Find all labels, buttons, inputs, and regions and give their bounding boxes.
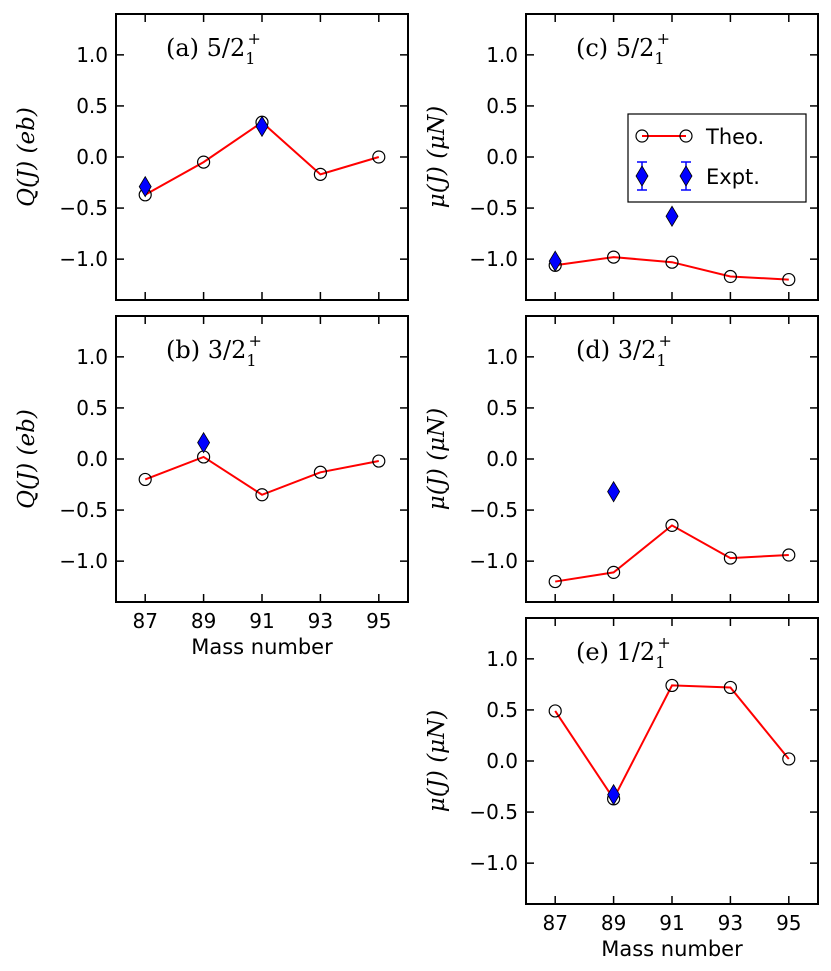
expt-point xyxy=(138,175,152,198)
theo-point xyxy=(723,551,738,565)
y-tick-label: 1.0 xyxy=(486,43,518,67)
theo-point xyxy=(313,465,327,479)
panel-label: (c) 5/21+ xyxy=(576,29,670,68)
y-tick-label: −1.0 xyxy=(469,247,518,271)
y-tick-label: 0.5 xyxy=(76,94,108,118)
theo-point xyxy=(782,548,796,562)
y-tick-label: 0.0 xyxy=(76,447,108,471)
theo-point xyxy=(606,250,621,264)
panel-label: (a) 5/21+ xyxy=(166,29,261,68)
y-tick-label: −1.0 xyxy=(59,247,108,271)
theo-point xyxy=(313,167,327,181)
y-tick-label: 0.5 xyxy=(486,94,518,118)
y-tick-label: 0.5 xyxy=(486,396,518,420)
y-tick-label: −1.0 xyxy=(59,549,108,573)
theo-point xyxy=(723,680,738,695)
y-tick-label: 0.5 xyxy=(486,698,518,722)
y-tick-label: 0.5 xyxy=(76,396,108,420)
theo-line xyxy=(144,455,379,496)
x-tick-label: 89 xyxy=(601,911,626,935)
y-tick-label: −0.5 xyxy=(469,498,518,522)
y-tick-label: 1.0 xyxy=(76,43,108,67)
x-tick-label: 89 xyxy=(191,609,216,633)
theo-point xyxy=(665,518,679,532)
expt-point xyxy=(197,431,211,454)
theo-point xyxy=(723,269,738,284)
legend-box xyxy=(627,113,807,203)
theo-point xyxy=(782,752,796,766)
y-tick-label: −1.0 xyxy=(469,851,518,875)
legend-theo-label: Theo. xyxy=(705,125,764,149)
theo-point xyxy=(606,565,621,579)
y-tick-label: 0.0 xyxy=(486,145,518,169)
expt-point xyxy=(255,115,269,138)
y-axis-label: μ(J) (μN) xyxy=(424,408,450,510)
plot-frame xyxy=(115,315,409,603)
plot-frame xyxy=(115,13,409,301)
x-axis-label: Mass number xyxy=(601,937,743,961)
panel-c: 1.0 0.5 0.0 −0.5 −1.0 μ(J) (μN) (c) 5/21+ Theo.… xyxy=(424,13,819,301)
panel-label: (d) 3/21+ xyxy=(576,331,672,370)
y-tick-label: 0.0 xyxy=(486,749,518,773)
x-tick-label: 95 xyxy=(366,609,391,633)
theo-line xyxy=(555,256,789,281)
theo-line xyxy=(555,524,789,583)
y-tick-label: 0.0 xyxy=(76,145,108,169)
theo-point xyxy=(665,255,679,269)
y-tick-label: −0.5 xyxy=(469,196,518,220)
x-tick-label: 93 xyxy=(308,609,333,633)
y-tick-label: −0.5 xyxy=(59,498,108,522)
y-axis-label: μ(J) (μN) xyxy=(424,106,450,208)
panel-a: 1.0 0.5 0.0 −0.5 −1.0 Q(J) (eb) (a) 5/21+ xyxy=(14,13,409,301)
y-axis-label: μ(J) (μN) xyxy=(424,710,450,812)
panel-d: 1.0 0.5 0.0 −0.5 −1.0 μ(J) (μN) (d) 3/21+ xyxy=(424,315,819,603)
plot-frame xyxy=(525,315,819,603)
x-axis-label: Mass number xyxy=(191,635,333,659)
theo-point xyxy=(782,272,796,287)
y-tick-label: 0.0 xyxy=(486,447,518,471)
theo-point xyxy=(197,155,211,169)
x-tick-label: 91 xyxy=(659,911,684,935)
y-tick-label: −0.5 xyxy=(469,800,518,824)
expt-point xyxy=(548,250,562,272)
x-tick-label: 91 xyxy=(249,609,274,633)
y-axis-label: Q(J) (eb) xyxy=(14,409,40,509)
expt-point xyxy=(665,205,679,228)
theo-point xyxy=(548,574,562,589)
theo-point xyxy=(255,488,269,502)
expt-point xyxy=(607,783,621,806)
x-tick-label: 93 xyxy=(718,911,743,935)
theo-point xyxy=(372,454,386,468)
x-tick-label: 95 xyxy=(776,911,801,935)
theo-point xyxy=(665,678,679,693)
theo-point xyxy=(138,472,152,487)
plot-frame xyxy=(525,617,819,905)
theo-point xyxy=(548,704,562,718)
theo-line xyxy=(554,684,790,801)
y-axis-label: Q(J) (eb) xyxy=(14,107,40,207)
y-tick-label: 1.0 xyxy=(76,345,108,369)
y-tick-label: −0.5 xyxy=(59,196,108,220)
x-tick-label: 87 xyxy=(542,911,567,935)
panel-e: 1.0 0.5 0.0 −0.5 −1.0 87 89 91 93 95 Mass number μ(… xyxy=(424,617,819,961)
panel-label: (b) 3/21+ xyxy=(166,331,262,370)
panel-label: (e) 1/21+ xyxy=(576,633,671,672)
legend-expt-label: Expt. xyxy=(706,165,760,189)
plot-frame xyxy=(525,13,819,301)
y-tick-label: 1.0 xyxy=(486,647,518,671)
legend-theo-marker xyxy=(679,129,693,143)
legend-expt-marker xyxy=(679,165,693,187)
legend-expt-marker xyxy=(635,165,649,187)
expt-point xyxy=(607,480,621,503)
theo-point xyxy=(372,150,386,164)
legend-theo-marker xyxy=(635,129,649,143)
panel-b: 1.0 0.5 0.0 −0.5 −1.0 87 89 91 93 95 Mass number Q(… xyxy=(14,315,409,659)
y-tick-label: −1.0 xyxy=(469,549,518,573)
legend: Theo. Expt. xyxy=(627,113,807,203)
x-tick-label: 87 xyxy=(132,609,157,633)
y-tick-label: 1.0 xyxy=(486,345,518,369)
